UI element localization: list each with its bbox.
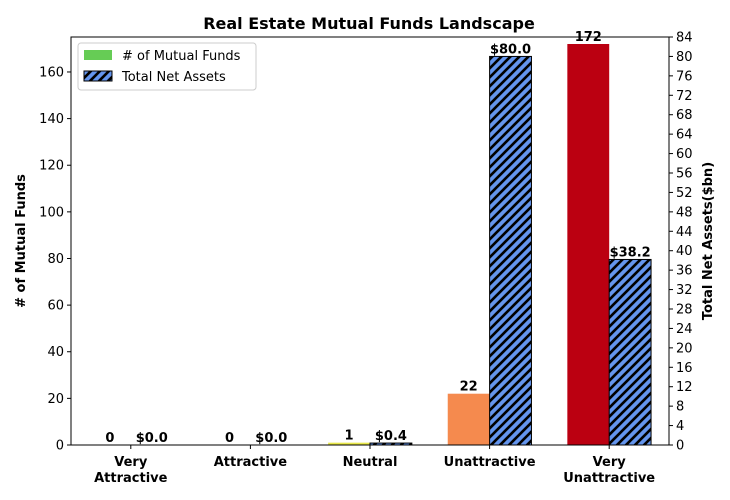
y2-tick-label-20: 80 [676,50,693,65]
y-tick-label-2: 40 [47,345,64,360]
y2-tick-label-7: 28 [676,303,693,318]
bar-assets-3 [489,55,532,446]
y2-tick-label-15: 60 [676,147,693,162]
legend-box [77,42,257,91]
data-label-assets-0: $0.0 [136,431,168,446]
x-tick-label-0-0: Very [114,455,148,470]
y-tick-label-7: 140 [39,112,64,127]
legend-label-assets: Total Net Assets [121,70,226,85]
y2-tick-label-3: 12 [676,380,693,395]
x-tick-label-0-1: Attractive [94,471,168,486]
legend-label-funds: # of Mutual Funds [122,49,241,64]
x-tick-label-3-0: Unattractive [444,455,536,470]
data-label-funds-0: 0 [105,431,114,446]
x-tick-label-4-1: Unattractive [563,471,655,486]
bar-assets-4 [608,258,652,446]
chart-title: Real Estate Mutual Funds Landscape [203,14,535,33]
x-tick-label-1-0: Attractive [214,455,288,470]
axes-frame [70,36,670,446]
data-label-assets-1: $0.0 [255,431,287,446]
bar-funds-3 [447,393,490,445]
y2-tick-label-18: 72 [676,89,693,104]
y-tick-label-5: 100 [39,205,64,220]
y2-tick-label-2: 8 [676,400,684,415]
legend-swatch-funds [84,50,112,60]
data-label-funds-2: 1 [345,429,354,444]
y2-tick-label-12: 48 [676,205,693,220]
y2-tick-label-9: 36 [676,264,693,279]
y2-tick-label-13: 52 [676,186,693,201]
y2-axis-title: Total Net Assets($bn) [701,162,716,320]
legend-swatch-assets [83,70,113,82]
y2-tick-label-1: 4 [676,419,684,434]
data-label-assets-3: $80.0 [490,42,531,57]
y-tick-label-1: 20 [47,392,64,407]
bar-funds-4 [567,43,610,445]
y-tick-label-0: 0 [56,439,64,454]
y-tick-label-4: 80 [47,252,64,267]
x-tick-label-4-0: Very [593,455,627,470]
x-tick-label-2-0: Neutral [343,455,398,470]
data-label-assets-4: $38.2 [610,245,651,260]
y2-tick-label-0: 0 [676,439,684,454]
y-axis-title: # of Mutual Funds [14,174,29,308]
y2-tick-label-17: 68 [676,108,693,123]
y-tick-label-6: 120 [39,159,64,174]
y2-tick-label-4: 16 [676,361,693,376]
data-label-funds-3: 22 [460,380,478,395]
y2-tick-label-14: 56 [676,167,693,182]
y-tick-label-8: 160 [39,65,64,80]
y2-tick-label-19: 76 [676,69,693,84]
data-label-assets-2: $0.4 [375,429,407,444]
y2-tick-label-6: 24 [676,322,693,337]
y2-tick-label-21: 84 [676,31,693,46]
y-tick-label-3: 60 [47,299,64,314]
y2-tick-label-5: 20 [676,341,693,356]
y2-tick-label-8: 32 [676,283,693,298]
y2-tick-label-10: 40 [676,244,693,259]
data-label-funds-1: 0 [225,431,234,446]
bar-funds-2 [328,442,370,445]
y2-tick-label-11: 44 [676,225,693,240]
y2-tick-label-16: 64 [676,128,693,143]
